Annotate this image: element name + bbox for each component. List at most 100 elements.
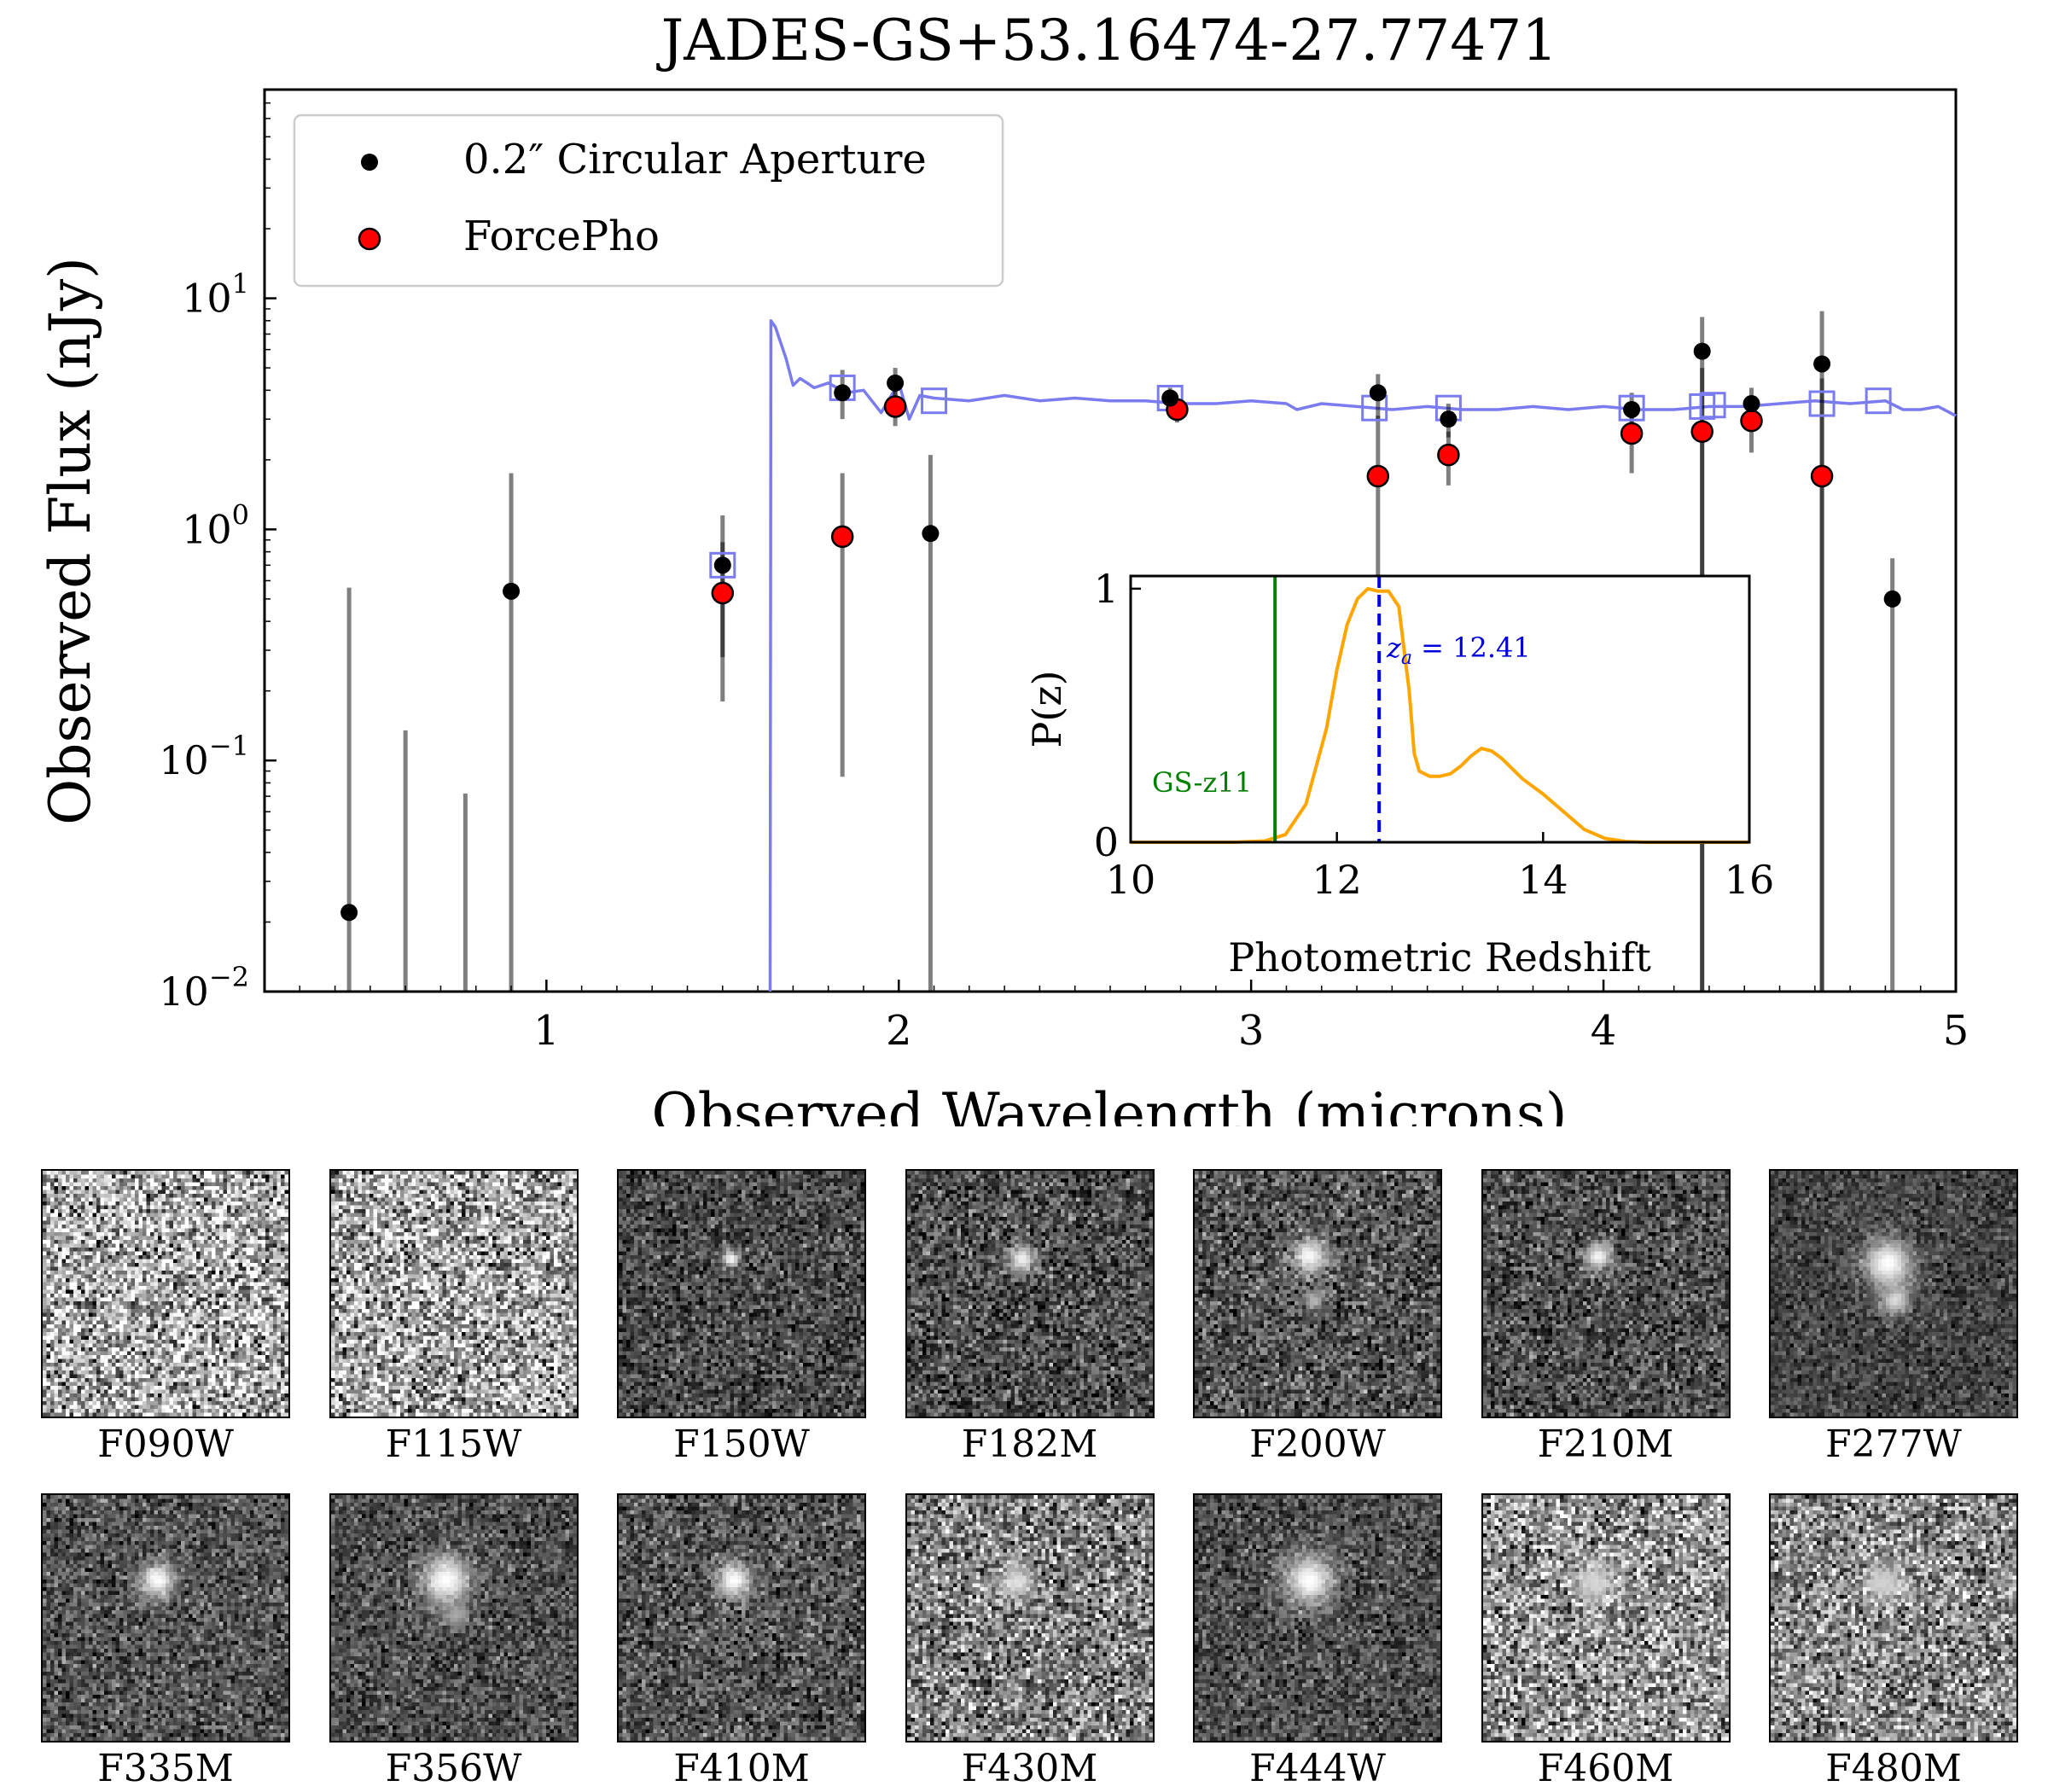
za-label: za = 12.41: [1386, 631, 1531, 669]
inset-x-tick-label: 10: [1106, 857, 1156, 903]
legend-box: [293, 113, 1004, 288]
aperture-point: [1813, 355, 1831, 373]
x-tick-label: 4: [1591, 1007, 1617, 1055]
y-axis-label: Observed Flux (nJy): [38, 257, 103, 825]
cutout-label: F444W: [1249, 1747, 1386, 1790]
inset-background: [1131, 576, 1749, 842]
x-tick-label: 1: [533, 1007, 560, 1055]
inset-pz-curve-group: [1131, 586, 1749, 844]
aperture-point: [887, 374, 905, 392]
za-subscript: a: [1401, 648, 1412, 669]
cutout-f430m: F430M: [905, 1493, 1155, 1790]
x-tick-label: 5: [1943, 1007, 1969, 1055]
y-tick-label: 100: [182, 498, 249, 552]
x-tick-label: 2: [886, 1007, 912, 1055]
legend-label-forcepho: ForcePho: [463, 212, 660, 260]
inset-x-tick-label: 14: [1518, 857, 1568, 903]
forcepho-point: [1366, 464, 1390, 488]
legend: 0.2″ Circular Aperture ForcePho: [293, 113, 1004, 288]
cutout-image: [1481, 1493, 1731, 1743]
forcepho-point: [830, 525, 854, 549]
cutout-image: [1193, 1169, 1442, 1418]
inset-y-tick-label: 0: [1094, 819, 1119, 865]
inset-y-axis: 01: [1094, 566, 1141, 865]
cutout-f115w: F115W: [329, 1169, 579, 1466]
cutout-f444w: F444W: [1193, 1493, 1442, 1790]
cutout-image: [1193, 1493, 1442, 1743]
inset-x-label: Photometric Redshift: [1228, 934, 1651, 980]
aperture-point: [1440, 410, 1457, 428]
aperture-point: [922, 525, 940, 543]
cutout-label: F277W: [1825, 1423, 1962, 1466]
cutout-image: [41, 1169, 290, 1418]
cutout-image: [1481, 1169, 1731, 1418]
forcepho-point: [1620, 422, 1644, 445]
cutout-label: F210M: [1537, 1423, 1674, 1466]
cutout-image: [1769, 1169, 2018, 1418]
forcepho-point: [1437, 443, 1460, 467]
cutout-label: F150W: [673, 1423, 810, 1466]
cutout-f150w: F150W: [617, 1169, 866, 1466]
aperture-point: [1693, 342, 1711, 360]
forcepho-point: [711, 581, 735, 605]
model-photometry-square: [1689, 393, 1716, 420]
main-x-axis: 1 2 3 4 5: [299, 980, 1969, 1055]
cutout-label: F335M: [97, 1747, 234, 1790]
cutout-f480m: F480M: [1769, 1493, 2018, 1790]
cutout-label: F480M: [1825, 1747, 1962, 1790]
aperture-point: [503, 582, 521, 600]
cutout-image: [617, 1493, 866, 1743]
aperture-point: [1883, 590, 1901, 608]
main-y-axis: 10−2 10−1 100 101: [159, 89, 276, 1015]
cutout-f277w: F277W: [1769, 1169, 2018, 1466]
cutout-f410m: F410M: [617, 1493, 866, 1790]
cutout-f210m: F210M: [1481, 1169, 1731, 1466]
inset-x-axis: 10 12 14 16: [1106, 832, 1775, 903]
data-points: [340, 342, 1901, 922]
aperture-point: [834, 384, 852, 402]
cutout-image: [905, 1169, 1155, 1418]
cutout-f335m: F335M: [41, 1493, 290, 1790]
cutout-f460m: F460M: [1481, 1493, 1731, 1790]
inset-x-tick-label: 16: [1725, 857, 1775, 903]
model-photometry-square: [1618, 394, 1645, 422]
cutout-image: [329, 1493, 579, 1743]
aperture-point: [340, 904, 358, 922]
cutout-label: F460M: [1537, 1747, 1674, 1790]
aperture-point: [1161, 389, 1179, 407]
model-photometry-square: [921, 387, 948, 415]
aperture-point: [1369, 384, 1387, 402]
forcepho-point: [1690, 420, 1713, 444]
cutout-f200w: F200W: [1193, 1169, 1442, 1466]
cutout-label: F410M: [673, 1747, 810, 1790]
x-tick-label: 3: [1238, 1007, 1265, 1055]
cutout-image: [617, 1169, 866, 1418]
cutout-label: F182M: [961, 1423, 1098, 1466]
inset-y-label: P(z): [1024, 670, 1070, 748]
cutout-label: F090W: [97, 1423, 234, 1466]
inset-vlines: [1273, 576, 1382, 842]
model-photometry-markers: [709, 374, 1892, 579]
x-axis-label: Observed Wavelength (microns): [652, 1081, 1568, 1126]
cutout-image: [1769, 1493, 2018, 1743]
za-symbol: z: [1386, 631, 1402, 664]
cutout-label: F200W: [1249, 1423, 1386, 1466]
cutout-label: F356W: [385, 1747, 522, 1790]
model-photometry-square: [709, 551, 736, 579]
inset-pz-plot: 10 12 14 16 01 Photometric Redshift P(z) GS…: [1024, 566, 1774, 980]
za-value: = 12.41: [1412, 631, 1531, 664]
cutout-image: [329, 1169, 579, 1418]
cutout-f356w: F356W: [329, 1493, 579, 1790]
inset-x-tick-label: 12: [1312, 857, 1362, 903]
forcepho-point: [1810, 464, 1834, 488]
aperture-point: [1743, 395, 1760, 413]
legend-marker-forcepho: [358, 227, 381, 251]
legend-marker-aperture: [361, 154, 378, 171]
cutout-label: F115W: [385, 1423, 522, 1466]
y-tick-label: 10−2: [159, 961, 249, 1015]
aperture-point: [1623, 400, 1641, 418]
cutout-f090w: F090W: [41, 1169, 290, 1466]
cutout-label: F430M: [961, 1747, 1098, 1790]
